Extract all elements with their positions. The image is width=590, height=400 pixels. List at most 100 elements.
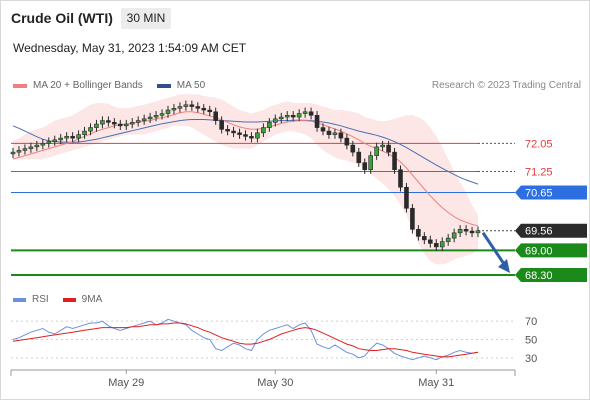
candle — [267, 118, 272, 132]
candle-body — [284, 115, 290, 118]
candle — [52, 135, 58, 146]
candle — [255, 128, 260, 143]
candle-body — [416, 229, 421, 237]
forecast-arrow-shaft — [481, 231, 508, 268]
candle-body — [189, 104, 195, 107]
candle — [225, 125, 230, 136]
rsi-line — [12, 318, 479, 361]
candle-body — [237, 132, 242, 135]
candle — [159, 109, 165, 120]
rsi-tick-70: 70 — [525, 316, 537, 328]
candle — [195, 102, 201, 113]
candle — [100, 116, 105, 129]
rsi-swatch — [13, 297, 26, 302]
candle — [147, 112, 153, 124]
candle-body — [183, 104, 189, 107]
candle-body — [82, 130, 87, 135]
x-tick-label: May 31 — [418, 377, 454, 389]
candle — [273, 114, 278, 127]
candle — [368, 151, 373, 174]
candle — [433, 239, 439, 252]
candle-body — [308, 111, 314, 116]
candle-body — [46, 141, 52, 144]
candle-body — [439, 241, 445, 248]
candle — [284, 111, 290, 122]
x-tick-label: May 29 — [108, 377, 144, 389]
candle-body — [16, 150, 22, 153]
candle — [76, 130, 81, 143]
candle-body — [34, 144, 40, 148]
candle-body — [129, 122, 135, 125]
candle — [135, 116, 141, 127]
candle-body — [463, 229, 469, 232]
bollinger-band-area — [13, 94, 478, 265]
candle-body — [225, 129, 230, 132]
candle-body — [428, 239, 433, 244]
candle-body — [332, 132, 338, 135]
candle — [46, 137, 52, 148]
legend-item-ma50: MA 50 — [156, 80, 205, 91]
timeframe-button[interactable]: 30 MIN — [121, 8, 171, 29]
candle-body — [165, 109, 171, 114]
candle — [302, 107, 308, 118]
candle — [332, 128, 338, 139]
candle-body — [386, 144, 391, 153]
candle — [22, 144, 28, 155]
rsi-label: RSI — [32, 294, 49, 305]
rsi-ma-label: 9MA — [81, 294, 103, 305]
candle — [308, 107, 314, 120]
candle-body — [70, 136, 75, 139]
candle-body — [278, 116, 284, 120]
candle — [16, 146, 22, 157]
candle — [410, 204, 415, 234]
candle — [123, 119, 129, 131]
candle-body — [433, 243, 439, 248]
candle — [10, 147, 16, 159]
candle-body — [207, 109, 213, 113]
candle — [404, 183, 409, 213]
copyright-text: Research © 2023 Trading Central — [431, 80, 581, 91]
legend-item-rsi-ma: 9MA — [62, 294, 103, 305]
candle — [34, 140, 40, 152]
candle — [356, 147, 362, 167]
rsi-tick-30: 30 — [525, 353, 537, 365]
chart-datetime: Wednesday, May 31, 2023 1:54:09 AM CET — [13, 41, 247, 55]
candle-body — [380, 144, 385, 148]
candle — [475, 226, 481, 238]
level-label-71.25: 71.25 — [525, 166, 553, 178]
candle — [463, 225, 469, 236]
candle-body — [296, 113, 302, 118]
candle-body — [469, 230, 475, 234]
candle — [320, 123, 326, 136]
candle — [469, 226, 475, 238]
candle-body — [58, 137, 63, 141]
candle-body — [171, 107, 177, 111]
candle-body — [338, 132, 344, 139]
candle-body — [22, 148, 28, 151]
candle — [422, 232, 427, 245]
candle-body — [356, 151, 362, 163]
candle-body — [422, 236, 427, 241]
candle-body — [457, 229, 463, 234]
candle — [141, 114, 147, 125]
ma50-line — [12, 119, 479, 185]
candle-body — [267, 122, 272, 128]
candle — [374, 142, 379, 160]
candle — [118, 119, 123, 131]
level-tag-70.65 — [515, 185, 587, 200]
candle — [219, 116, 224, 134]
candle-body — [76, 134, 81, 139]
candle — [278, 112, 284, 124]
candle — [183, 100, 189, 111]
level-label-69.00: 69.00 — [525, 245, 553, 257]
candle — [106, 116, 111, 127]
candle — [392, 147, 397, 174]
candle — [177, 102, 183, 113]
candle-body — [106, 120, 111, 123]
ma50-swatch — [156, 83, 171, 88]
candle-body — [362, 162, 368, 170]
candle-body — [404, 186, 409, 209]
candle-body — [273, 118, 278, 123]
candle-body — [100, 120, 105, 125]
x-tick-label: May 30 — [257, 377, 293, 389]
